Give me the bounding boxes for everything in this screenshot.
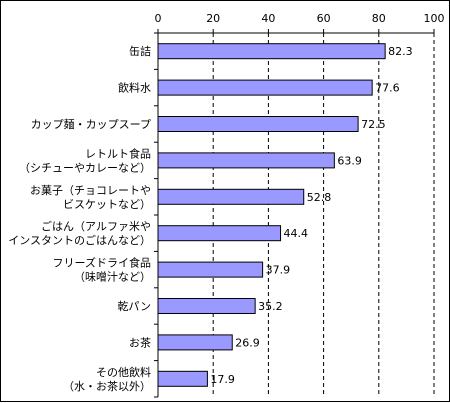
data-label: 44.4 [284,227,309,240]
bars [157,43,386,387]
bar [157,43,386,60]
bar [157,188,305,205]
category-label: インスタントのごはんなど） [8,233,151,247]
data-label: 17.9 [210,373,235,386]
category-label: お菓子（チョコレートや [30,184,151,197]
bar [157,152,335,169]
value-labels: 82.3 77.6 72.5 63.9 52.8 44.4 37.9 35.2 26.9 17.9 [210,45,412,386]
data-label: 35.2 [258,300,283,313]
bar [157,298,256,314]
category-label: （味噌汁など） [74,271,151,284]
category-label: カップ麺・カップスープ [31,118,151,131]
data-label: 37.9 [266,264,291,277]
data-label: 72.5 [361,118,386,131]
category-label: 缶詰 [129,44,151,58]
category-label: フリーズドライ食品 [53,256,151,270]
x-tick-label: 20 [206,12,220,25]
category-label: お茶 [129,336,151,349]
x-tick-label: 80 [372,12,386,25]
bar [157,334,233,351]
category-label: レトルト食品 [85,146,151,160]
category-label: （シチューやカレーなど） [19,161,151,174]
category-label: その他飲料 [96,365,151,379]
x-tick-label: 0 [155,12,162,25]
bar [157,370,208,387]
x-tick-labels: 0 20 40 60 80 100 [155,12,445,25]
data-label: 26.9 [235,336,260,349]
data-label: 77.6 [375,82,400,95]
category-label: ごはん（アルファ米や [41,219,151,233]
bar [157,116,359,132]
category-label: ビスケットなど） [63,198,151,211]
x-tick-label: 40 [261,12,275,25]
bar [157,261,264,278]
axes [154,29,435,398]
data-label: 82.3 [388,45,413,58]
bar [157,225,282,242]
x-tick-label: 60 [317,12,331,25]
data-label: 52.8 [307,191,332,204]
x-tick-label: 100 [424,12,445,25]
category-label: 乾パン [117,300,151,313]
category-label: 飲料水 [118,81,151,95]
bar [157,79,373,96]
category-label: （水・お茶以外） [63,380,151,393]
data-label: 63.9 [337,154,362,167]
